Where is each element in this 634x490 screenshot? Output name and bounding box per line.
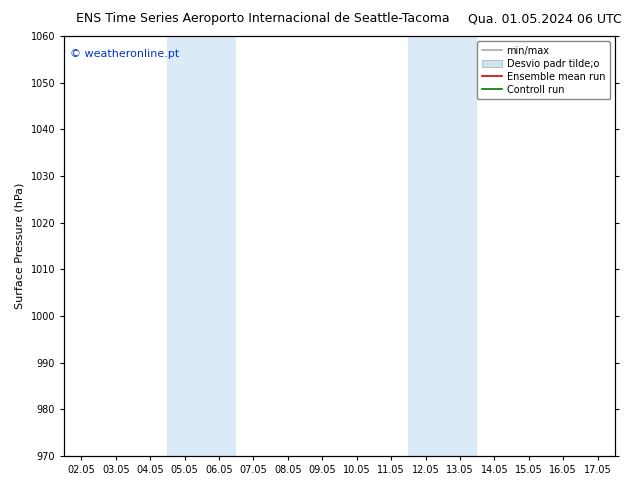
Text: ENS Time Series Aeroporto Internacional de Seattle-Tacoma: ENS Time Series Aeroporto Internacional … <box>76 12 450 25</box>
Y-axis label: Surface Pressure (hPa): Surface Pressure (hPa) <box>15 183 25 309</box>
Text: Qua. 01.05.2024 06 UTC: Qua. 01.05.2024 06 UTC <box>467 12 621 25</box>
Legend: min/max, Desvio padr tilde;o, Ensemble mean run, Controll run: min/max, Desvio padr tilde;o, Ensemble m… <box>477 41 610 99</box>
Bar <box>408 36 477 456</box>
Bar <box>167 36 236 456</box>
Text: © weatheronline.pt: © weatheronline.pt <box>70 49 179 59</box>
